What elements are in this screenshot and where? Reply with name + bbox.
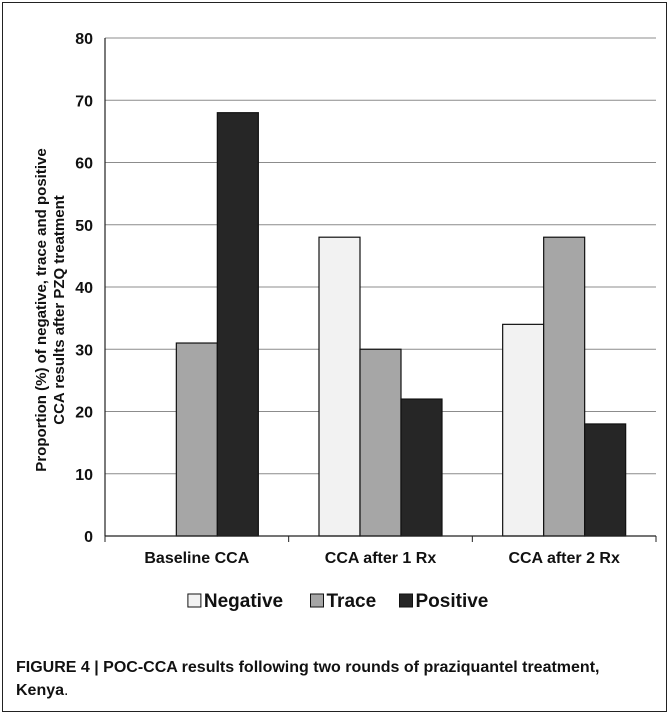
y-tick-label: 80 [75, 31, 93, 48]
caption-end: . [64, 682, 69, 699]
bar-chart: 0 10 20 30 40 50 60 70 80 Baseline CCA CCA after … [33, 31, 657, 612]
y-tick-label: 0 [84, 529, 93, 546]
y-axis-label-line1: Proportion (%) of negative, trace and po… [33, 148, 50, 471]
x-tick-label: Baseline CCA [144, 550, 249, 567]
bar-positive-3 [584, 423, 627, 537]
y-tick-labels: 0 10 20 30 40 50 60 70 80 [75, 31, 93, 546]
chart-legend: Negative Trace Positive [187, 591, 489, 612]
y-tick-label: 20 [75, 405, 93, 422]
legend-label-negative: Negative [204, 591, 283, 612]
legend-swatch-trace [310, 593, 324, 608]
bar-positive-1 [216, 112, 259, 537]
figure-caption: FIGURE 4 | POC-CCA results following two… [16, 656, 636, 702]
x-tick-label: CCA after 1 Rx [325, 550, 437, 567]
bar-trace-3 [543, 236, 586, 537]
y-tick-label: 40 [75, 280, 93, 297]
chart-bars [175, 112, 627, 537]
y-tick-label: 10 [75, 467, 93, 484]
chart-axes [104, 38, 657, 542]
caption-label: FIGURE 4 | [16, 659, 104, 676]
legend-swatch-positive [399, 593, 413, 608]
y-axis-label-line2: CCA results after PZQ treatment [51, 195, 68, 425]
caption-text: POC-CCA results following two rounds of … [16, 659, 600, 699]
legend-label-trace: Trace [327, 591, 377, 612]
x-tick-label: CCA after 2 Rx [508, 550, 620, 567]
legend-label-positive: Positive [416, 591, 489, 612]
y-tick-label: 70 [75, 93, 93, 110]
bar-negative-2 [318, 236, 361, 537]
bar-negative-3 [502, 323, 545, 537]
bar-positive-2 [400, 398, 443, 537]
x-tick-labels: Baseline CCA CCA after 1 Rx CCA after 2 Rx [144, 550, 620, 567]
y-tick-label: 50 [75, 218, 93, 235]
legend-swatch-negative [187, 593, 202, 608]
bar-trace-1 [175, 342, 218, 537]
y-tick-label: 60 [75, 156, 93, 173]
y-tick-label: 30 [75, 342, 93, 359]
bar-trace-2 [359, 348, 402, 537]
